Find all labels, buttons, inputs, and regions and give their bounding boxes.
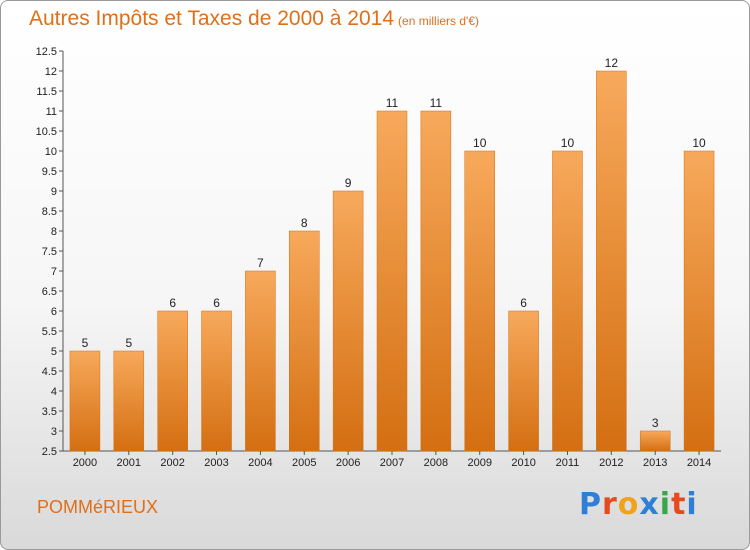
y-tick-label: 12 <box>45 66 57 78</box>
bar-value-label: 11 <box>430 96 443 110</box>
y-tick-label: 5.5 <box>42 326 57 338</box>
x-tick-label: 2006 <box>336 457 360 469</box>
logo-letter: i <box>686 487 698 522</box>
y-tick-label: 3 <box>51 426 57 438</box>
chart-title-text: Autres Impôts et Taxes de 2000 à 2014 <box>29 7 395 30</box>
bar <box>420 110 452 452</box>
bar-value-label: 8 <box>301 216 308 230</box>
x-tick-label: 2009 <box>467 457 491 469</box>
bar <box>201 310 232 452</box>
bar <box>552 150 583 452</box>
logo-letter: i <box>659 487 672 522</box>
logo-letter: t <box>671 487 687 522</box>
x-tick-label: 2007 <box>380 457 404 469</box>
logo-letter: P <box>579 487 602 522</box>
y-tick-label: 9.5 <box>42 166 57 178</box>
bar-value-label: 12 <box>605 56 619 70</box>
x-tick-label: 2011 <box>556 457 580 469</box>
y-tick-label: 6 <box>51 306 57 318</box>
y-tick-label: 5 <box>51 346 57 358</box>
proxiti-logo[interactable]: Proxiti <box>579 487 698 522</box>
bar-value-label: 10 <box>692 136 706 150</box>
x-tick-label: 2008 <box>424 457 448 469</box>
chart-subtitle: (en milliers d'€) <box>398 14 480 28</box>
y-tick-label: 3.5 <box>42 406 57 418</box>
y-tick-label: 2.5 <box>42 446 57 458</box>
bar <box>376 110 408 452</box>
bar-value-label: 5 <box>82 336 89 350</box>
y-tick-label: 11.5 <box>36 86 57 98</box>
y-tick-label: 4.5 <box>42 366 57 378</box>
y-tick-label: 12.5 <box>36 46 57 58</box>
bar-value-label: 9 <box>345 176 352 190</box>
y-tick-label: 10.5 <box>36 126 57 138</box>
y-tick-label: 6.5 <box>42 286 57 298</box>
y-tick-label: 8 <box>51 226 57 238</box>
bar-value-label: 7 <box>257 256 264 270</box>
bar <box>69 350 101 452</box>
bar <box>245 270 276 452</box>
bar <box>332 190 364 452</box>
x-tick-label: 2003 <box>204 457 228 469</box>
y-tick-label: 8.5 <box>42 206 57 218</box>
bar-value-label: 11 <box>386 96 399 110</box>
bar <box>508 310 539 452</box>
y-tick-label: 11 <box>46 106 57 118</box>
x-tick-label: 2000 <box>73 457 97 469</box>
bar <box>683 150 715 452</box>
x-tick-label: 2004 <box>248 457 272 469</box>
bar <box>596 70 627 452</box>
logo-letter: o <box>617 487 640 522</box>
x-tick-label: 2010 <box>511 457 535 469</box>
x-tick-label: 2001 <box>117 457 141 469</box>
x-tick-label: 2005 <box>292 457 316 469</box>
x-tick-label: 2013 <box>643 457 667 469</box>
bar <box>464 150 495 452</box>
y-tick-label: 7 <box>51 266 57 278</box>
bar <box>157 310 188 452</box>
bar-value-label: 10 <box>561 136 575 150</box>
x-tick-label: 2002 <box>160 457 184 469</box>
y-tick-label: 9 <box>51 186 57 198</box>
bar <box>639 430 671 452</box>
commune-name: POMMéRIEUX <box>37 497 159 517</box>
bar <box>289 230 320 452</box>
chart-title: Autres Impôts et Taxes de 2000 à 2014 (en… <box>29 7 479 31</box>
bar-value-label: 6 <box>213 296 220 310</box>
x-tick-label: 2014 <box>687 457 711 469</box>
y-tick-label: 4 <box>51 386 57 398</box>
x-tick-label: 2012 <box>599 457 623 469</box>
bar-value-label: 6 <box>169 296 176 310</box>
y-tick-label: 7.5 <box>42 246 57 258</box>
logo-letter: x <box>639 487 660 522</box>
bar-value-label: 5 <box>125 336 132 350</box>
y-tick-label: 10 <box>45 146 57 158</box>
logo-letter: r <box>602 487 618 522</box>
bar-value-label: 6 <box>520 296 527 310</box>
bar <box>113 350 145 452</box>
bar-value-label: 10 <box>473 136 487 150</box>
bar-value-label: 3 <box>652 416 659 430</box>
